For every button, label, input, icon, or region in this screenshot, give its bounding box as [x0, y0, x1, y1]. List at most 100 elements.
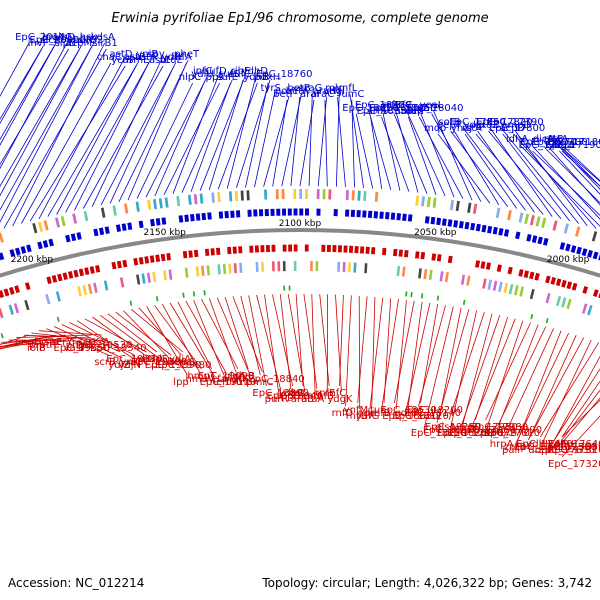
- forward-label-line: [0, 48, 69, 166]
- reverse-gene-label: EpC_17320: [548, 459, 600, 470]
- reverse-feature-block: [529, 288, 535, 300]
- forward-label-line: [263, 96, 290, 187]
- forward-gene-mark: [498, 228, 504, 236]
- forward-gene-mark: [121, 223, 127, 231]
- reverse-feature-block: [8, 304, 14, 315]
- forward-label-line: [561, 147, 600, 182]
- forward-gene-label: kdsA: [91, 32, 115, 43]
- forward-label-line: [74, 62, 150, 211]
- forward-feature-block: [0, 232, 4, 243]
- reverse-label-line: [527, 337, 585, 441]
- reverse-gene-label: pth: [39, 340, 56, 351]
- forward-gene-mark: [161, 217, 167, 225]
- reverse-label-line: [177, 301, 213, 370]
- forward-gene-mark: [453, 220, 459, 228]
- scale-label: 2150 kbp: [143, 228, 186, 238]
- forward-label-line: [0, 45, 93, 223]
- reverse-gene-label: hemS: [167, 357, 196, 368]
- forward-gene-mark: [70, 233, 77, 242]
- reverse-gene-mark: [144, 256, 150, 264]
- reverse-label-line: [0, 340, 42, 350]
- forward-label-line: [561, 147, 600, 187]
- reverse-gene-label: EpC_18630: [382, 411, 438, 422]
- reverse-label-line: [395, 299, 407, 410]
- forward-gene-label: EpC_17820: [476, 117, 532, 128]
- reverse-gene-label: nadE: [143, 354, 168, 365]
- reverse-gene-label: gloA: [224, 371, 246, 382]
- reverse-gene-mark: [116, 260, 122, 269]
- forward-label-line: [393, 113, 428, 194]
- forward-gene-label: spy: [147, 49, 165, 60]
- forward-gene-label: araC: [311, 89, 334, 100]
- forward-gene-mark: [464, 221, 470, 230]
- forward-gene-label: EpC_20090: [29, 35, 85, 46]
- reverse-feature-block: [587, 304, 593, 316]
- forward-label-line: [382, 113, 401, 191]
- reverse-gene-label: nemA: [210, 377, 239, 388]
- reverse-gene-label: glsA: [435, 422, 456, 433]
- reverse-label-line: [393, 300, 415, 404]
- forward-gene-label: yeaL: [420, 100, 444, 111]
- reverse-gene-label: rnfD: [332, 408, 354, 419]
- forward-gene-mark: [150, 218, 155, 227]
- forward-gene-label: EpC_18370: [342, 103, 398, 114]
- forward-label-line: [408, 116, 437, 195]
- reverse-gene-mark: [561, 279, 567, 288]
- reverse-gene-label: EpC_18200: [407, 405, 463, 416]
- reverse-gene-label: pmrC: [246, 377, 273, 388]
- reverse-gene-mark: [46, 276, 52, 285]
- forward-gene-mark: [9, 249, 16, 257]
- reverse-gene-label: EpC_19530: [76, 340, 132, 351]
- reverse-gene-mark: [160, 253, 166, 262]
- forward-label-line: [381, 116, 410, 192]
- forward-gene-label: ydhB: [243, 72, 269, 83]
- reverse-label-line: [487, 320, 524, 427]
- forward-gene-label: ynaJ: [451, 123, 472, 134]
- forward-label-line: [544, 147, 600, 204]
- gc-skew-mark: [0, 333, 4, 339]
- forward-gene-mark: [155, 218, 161, 226]
- forward-label-line: [109, 65, 175, 204]
- forward-gene-label: EpC_18050: [380, 103, 436, 114]
- forward-gene-label: astD: [110, 49, 133, 60]
- reverse-label-line: [485, 322, 531, 421]
- forward-gene-label: sotB: [438, 117, 460, 128]
- reverse-gene-mark: [507, 266, 513, 275]
- forward-label-line: [437, 133, 491, 204]
- forward-gene-mark: [441, 218, 447, 226]
- reverse-gene-label: pall: [502, 445, 520, 456]
- reverse-gene-mark: [571, 282, 578, 291]
- reverse-label-line: [0, 337, 44, 349]
- reverse-gene-label: ydjN: [133, 354, 156, 365]
- scale-label: 2050 kbp: [414, 228, 457, 238]
- forward-gene-label: ychP: [111, 55, 135, 66]
- forward-label-line: [118, 59, 189, 202]
- reverse-gene-mark: [78, 268, 85, 277]
- forward-gene-label: hsu: [80, 32, 98, 43]
- reverse-label-line: [358, 295, 361, 410]
- reverse-gene-label: ynfM: [344, 405, 368, 416]
- reverse-gene-label: purR: [265, 394, 289, 405]
- forward-gene-label: betA: [286, 86, 309, 97]
- accession-text: Accession: NC_012214: [8, 576, 145, 590]
- forward-gene-mark: [65, 234, 71, 243]
- reverse-gene-label: ydbJ: [526, 439, 548, 450]
- reverse-label-line: [201, 298, 239, 370]
- reverse-feature-block: [55, 291, 61, 302]
- reverse-gene-label: ydiA: [169, 354, 191, 365]
- forward-gene-label: mqo: [424, 123, 446, 134]
- forward-gene-label: infC: [193, 66, 213, 77]
- forward-gene-label: sipD: [53, 32, 75, 43]
- reverse-gene-label: EpC_17930: [447, 428, 503, 439]
- reverse-feature-block: [82, 284, 88, 296]
- reverse-label-line: [460, 315, 501, 427]
- forward-gene-mark: [576, 246, 582, 255]
- forward-label-line: [324, 99, 328, 187]
- forward-gene-label: pheT: [174, 49, 200, 60]
- reverse-gene-label: EpC_18140: [405, 408, 461, 419]
- forward-gene-mark: [14, 247, 21, 256]
- forward-label-line: [3, 48, 107, 229]
- forward-gene-label: EpC_17200: [531, 137, 587, 148]
- forward-gene-mark: [570, 245, 577, 253]
